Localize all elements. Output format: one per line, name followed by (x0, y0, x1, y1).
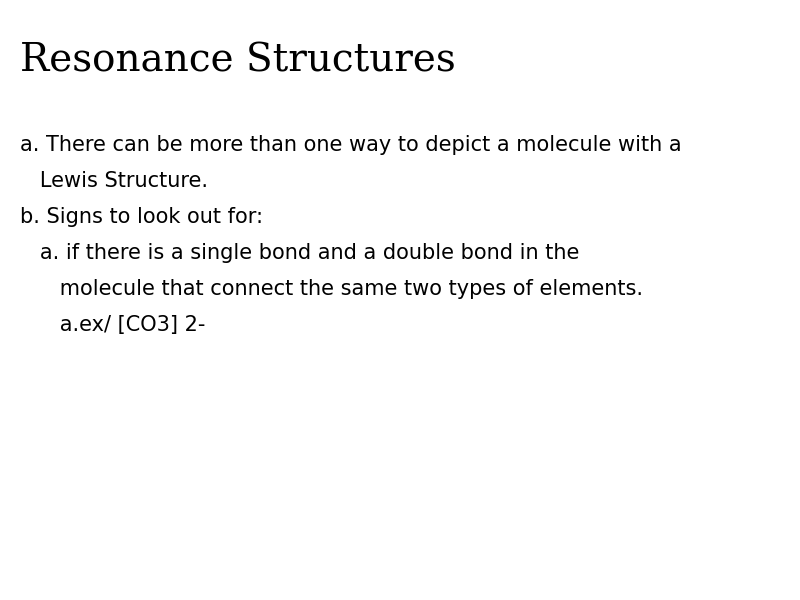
Text: a. There can be more than one way to depict a molecule with a: a. There can be more than one way to dep… (20, 135, 682, 155)
Text: b. Signs to look out for:: b. Signs to look out for: (20, 207, 263, 227)
Text: a.ex/ [CO3] 2-: a.ex/ [CO3] 2- (20, 315, 206, 335)
Text: molecule that connect the same two types of elements.: molecule that connect the same two types… (20, 279, 643, 299)
Text: Lewis Structure.: Lewis Structure. (20, 171, 208, 191)
Text: Resonance Structures: Resonance Structures (20, 42, 456, 79)
Text: a. if there is a single bond and a double bond in the: a. if there is a single bond and a doubl… (20, 243, 579, 263)
